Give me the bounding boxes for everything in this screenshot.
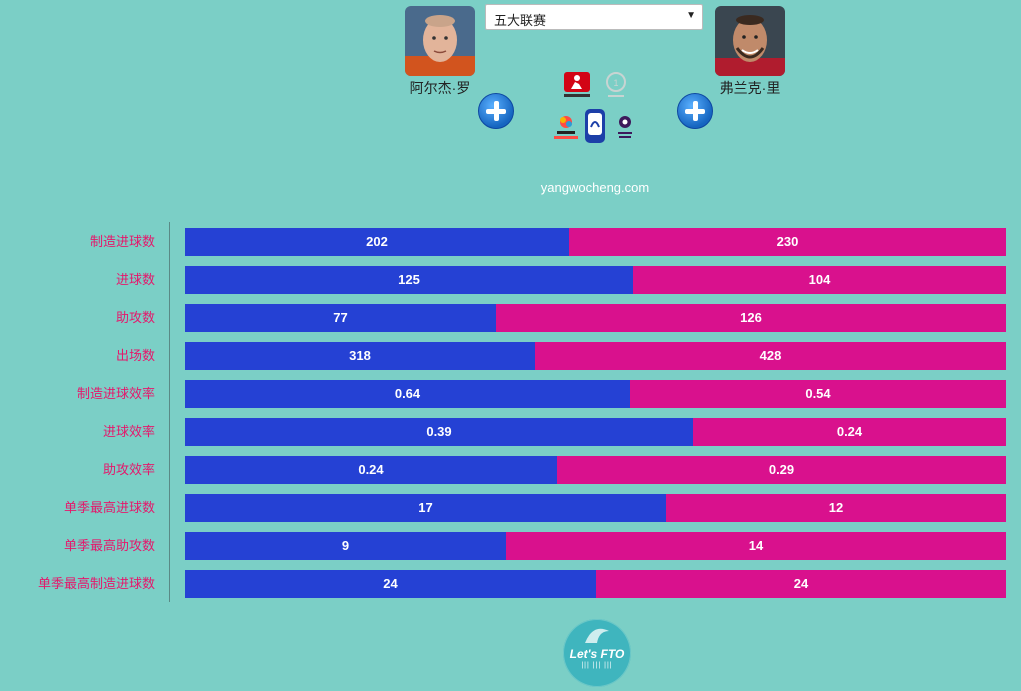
svg-text:1: 1 <box>613 78 618 88</box>
left-player-value: 202 <box>366 234 388 249</box>
left-player-value: 17 <box>418 500 433 515</box>
laliga-logo[interactable] <box>551 114 581 147</box>
left-player-value: 0.64 <box>394 386 421 401</box>
right-player-value: 24 <box>793 576 809 591</box>
left-player-name: 阿尔杰·罗 <box>409 80 471 96</box>
left-player-bar <box>185 418 693 446</box>
brand-logo[interactable]: Let's FTO ||| ||| ||| <box>563 619 631 687</box>
left-player-value: 125 <box>398 272 420 287</box>
left-player-bar <box>185 304 496 332</box>
left-player-value: 24 <box>383 576 398 591</box>
right-player-bar <box>693 418 1006 446</box>
right-player-value: 0.54 <box>805 386 831 401</box>
left-player-bar <box>185 494 666 522</box>
bundesliga-logo[interactable] <box>562 72 592 105</box>
left-player-value: 0.24 <box>358 462 384 477</box>
left-player-value: 0.39 <box>426 424 452 439</box>
left-player-bar <box>185 570 596 598</box>
left-player-bar <box>185 228 569 256</box>
category-label: 进球效率 <box>102 424 155 439</box>
brand-name: Let's FTO <box>569 647 625 661</box>
plus-icon-vertical <box>693 101 698 121</box>
left-player-value: 9 <box>341 538 350 553</box>
right-player-bar <box>666 494 1006 522</box>
premier-league-logo[interactable] <box>614 114 636 147</box>
add-right-player-button[interactable] <box>677 93 713 129</box>
right-player-value: 230 <box>776 234 799 249</box>
category-label: 制造进球数 <box>89 234 155 249</box>
category-label: 制造进球效率 <box>76 386 155 401</box>
league-select[interactable]: 五大联赛 ▼ <box>485 4 703 30</box>
plus-icon-vertical <box>494 101 499 121</box>
watermark-text: yangwocheng.com <box>540 180 650 195</box>
left-player-avatar <box>405 6 475 76</box>
ligue1-logo[interactable]: 1 <box>603 70 629 105</box>
left-player-bar <box>185 532 506 560</box>
left-player-bar <box>185 342 535 370</box>
category-label: 助攻效率 <box>102 462 155 477</box>
category-label: 单季最高进球数 <box>63 500 155 515</box>
left-player-bar <box>185 266 633 294</box>
right-player-bar <box>506 532 1006 560</box>
chart-axis-line <box>169 222 170 602</box>
add-left-player-button[interactable] <box>478 93 514 129</box>
serie-a-logo[interactable] <box>584 109 606 150</box>
category-label: 单季最高制造进球数 <box>37 576 155 591</box>
left-player-bar <box>185 380 630 408</box>
right-player-bar <box>557 456 1006 484</box>
right-player-value: 104 <box>808 272 831 287</box>
right-player-value: 12 <box>828 500 844 515</box>
left-player[interactable]: 阿尔杰·罗 <box>395 6 485 98</box>
left-player-value: 77 <box>333 310 348 325</box>
right-player-value: 0.24 <box>836 424 863 439</box>
right-player-bar <box>496 304 1006 332</box>
right-player-value: 428 <box>759 348 782 363</box>
right-player-value: 14 <box>748 538 764 553</box>
category-label: 助攻数 <box>115 310 155 325</box>
league-select-value: 五大联赛 <box>494 13 547 28</box>
left-player-value: 318 <box>349 348 371 363</box>
right-player-bar <box>633 266 1006 294</box>
right-player-bar <box>569 228 1006 256</box>
right-player[interactable]: 弗兰克·里 <box>705 6 795 98</box>
right-player-bar <box>535 342 1006 370</box>
category-label: 进球数 <box>115 272 155 287</box>
dropdown-arrow-icon: ▼ <box>686 10 696 21</box>
category-label: 出场数 <box>115 348 155 363</box>
right-player-bar <box>630 380 1006 408</box>
right-player-bar <box>596 570 1006 598</box>
right-player-name: 弗兰克·里 <box>719 80 781 96</box>
category-label: 单季最高助攻数 <box>63 538 155 553</box>
brand-sub: ||| ||| ||| <box>581 662 613 669</box>
left-player-bar <box>185 456 557 484</box>
right-player-value: 126 <box>740 310 762 325</box>
right-player-value: 0.29 <box>768 462 795 477</box>
right-player-avatar <box>715 6 785 76</box>
